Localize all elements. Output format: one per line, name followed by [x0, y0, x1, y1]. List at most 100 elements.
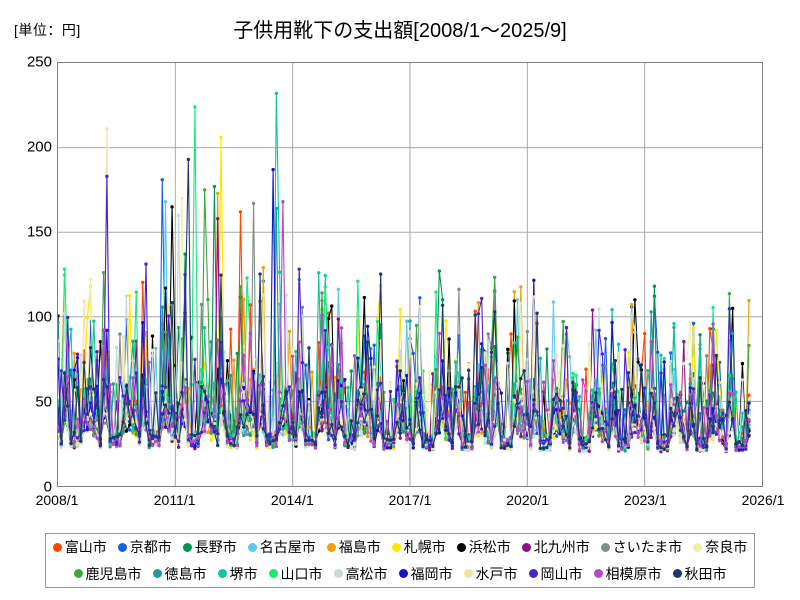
y-axis-tick-labels: 0 50 100 150 200 250 [0, 0, 52, 600]
legend-item-さいたま市[interactable]: さいたま市 [600, 540, 682, 554]
data-point [476, 434, 481, 438]
data-point [121, 394, 125, 398]
data-point [352, 354, 357, 358]
data-point [225, 440, 230, 445]
data-point [294, 442, 298, 446]
data-point [662, 360, 666, 364]
data-point [284, 432, 288, 436]
legend-item-北九州市[interactable]: 北九州市 [521, 540, 590, 554]
legend-item-鹿児島市[interactable]: 鹿児島市 [73, 567, 142, 581]
data-point [646, 447, 650, 451]
data-point [176, 325, 181, 330]
data-point [245, 276, 249, 280]
legend-item-岡山市[interactable]: 岡山市 [528, 567, 583, 581]
data-point [616, 342, 621, 347]
data-point [202, 389, 207, 394]
legend-marker-icon [117, 542, 127, 552]
data-point [483, 363, 487, 367]
legend-item-相模原市[interactable]: 相模原市 [593, 567, 662, 581]
data-point [437, 431, 442, 435]
legend-item-福岡市[interactable]: 福岡市 [398, 567, 453, 581]
data-point [600, 426, 604, 431]
data-point [388, 380, 393, 384]
data-point [320, 415, 324, 419]
data-point [95, 349, 99, 354]
legend-item-京都市[interactable]: 京都市 [117, 540, 172, 554]
legend-item-堺市[interactable]: 堺市 [217, 567, 258, 581]
legend-marker-icon [391, 542, 401, 552]
legend-item-高松市[interactable]: 高松市 [333, 567, 388, 581]
legend-marker-icon [456, 542, 466, 552]
data-point [124, 294, 129, 298]
data-point [626, 443, 631, 447]
data-point [398, 349, 402, 353]
data-point [304, 363, 308, 367]
legend-item-名古屋市[interactable]: 名古屋市 [247, 540, 316, 554]
data-point [176, 213, 181, 217]
data-point [62, 311, 67, 316]
data-point [554, 434, 559, 438]
legend-item-札幌市[interactable]: 札幌市 [391, 540, 446, 554]
legend-item-富山市[interactable]: 富山市 [52, 540, 107, 554]
legend-item-徳島市[interactable]: 徳島市 [152, 567, 207, 581]
data-point [261, 266, 266, 270]
data-point [662, 356, 666, 360]
data-point [636, 414, 640, 418]
data-point [173, 438, 178, 443]
data-point [685, 356, 689, 361]
data-point [375, 388, 380, 392]
data-point [506, 438, 510, 442]
data-point [362, 420, 367, 424]
legend-item-浜松市[interactable]: 浜松市 [456, 540, 511, 554]
data-point [682, 361, 686, 366]
data-point [551, 300, 556, 304]
data-point [708, 434, 712, 438]
legend-item-水戸市[interactable]: 水戸市 [463, 567, 518, 581]
data-point [473, 313, 477, 317]
data-point [349, 419, 354, 423]
data-point [248, 428, 252, 432]
data-point [58, 432, 60, 437]
data-point [512, 398, 516, 402]
data-point [134, 408, 138, 413]
data-point [124, 420, 129, 424]
data-point [300, 313, 305, 318]
data-point [202, 188, 207, 192]
legend-row: 鹿児島市 徳島市 堺市 山口市 高松市 福岡市 水戸市 岡山市 相模原市 秋田市 [46, 561, 754, 588]
legend-item-奈良市[interactable]: 奈良市 [693, 540, 747, 554]
data-point [173, 434, 178, 438]
data-point [277, 270, 282, 274]
data-point [405, 319, 409, 323]
data-point [554, 392, 559, 396]
legend-marker-icon [326, 542, 336, 552]
data-point [603, 336, 608, 341]
data-point [238, 285, 243, 289]
data-point [69, 327, 73, 331]
data-point [672, 429, 676, 433]
data-point [701, 448, 706, 453]
data-point [170, 436, 174, 441]
data-point [581, 446, 585, 451]
data-point [323, 284, 327, 289]
data-point [545, 408, 549, 412]
data-point [656, 445, 660, 449]
data-point [626, 371, 631, 375]
data-point [401, 389, 406, 393]
data-point [118, 444, 122, 448]
data-point [176, 445, 181, 449]
legend-item-福島市[interactable]: 福島市 [326, 540, 381, 554]
legend-item-長野市[interactable]: 長野市 [182, 540, 237, 554]
legend-marker-icon [398, 569, 408, 579]
data-point [385, 446, 389, 450]
data-point [128, 423, 132, 427]
data-point [626, 350, 631, 355]
data-point [564, 378, 569, 382]
legend-item-秋田市[interactable]: 秋田市 [672, 567, 727, 581]
chart-title: 子供用靴下の支出額[2008/1〜2025/9] [233, 20, 567, 42]
legend-item-山口市[interactable]: 山口市 [268, 567, 323, 581]
data-point [620, 447, 624, 451]
data-point [333, 375, 337, 380]
data-point [538, 446, 543, 451]
data-point [633, 330, 637, 334]
